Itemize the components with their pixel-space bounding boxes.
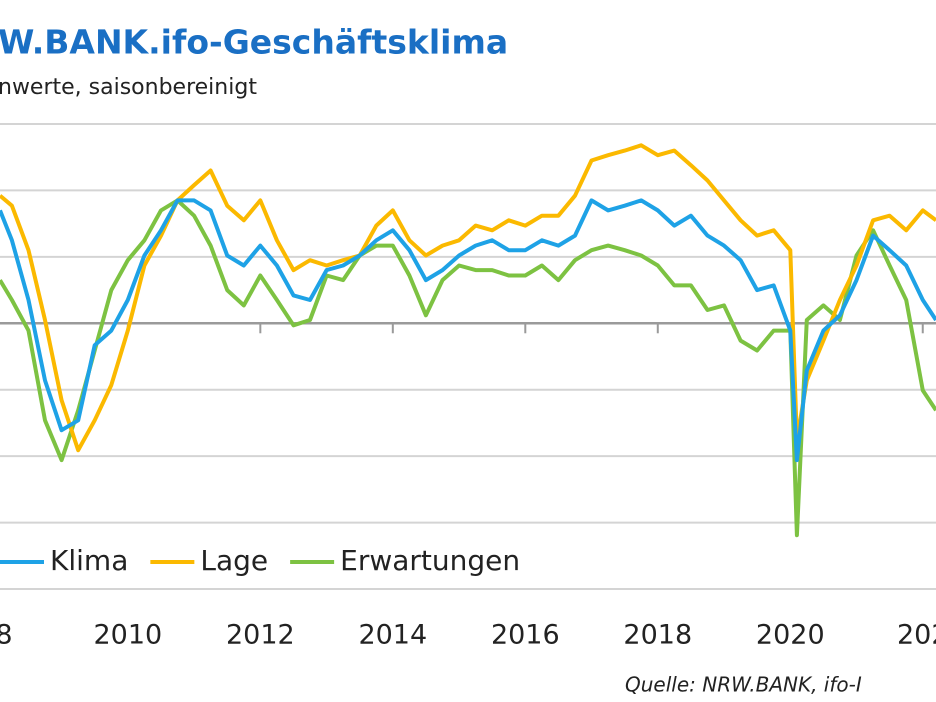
chart-subtitle: nwerte, saisonbereinigt bbox=[0, 75, 257, 100]
series-line bbox=[0, 143, 936, 453]
x-tick-label: 2020 bbox=[756, 620, 825, 651]
x-tick-label: 2010 bbox=[93, 620, 162, 651]
chart-title: W.BANK.ifo-Geschäftsklima bbox=[0, 23, 508, 62]
series-line bbox=[0, 198, 936, 463]
x-tick-label: 2016 bbox=[491, 620, 560, 651]
legend-label: Erwartungen bbox=[340, 544, 520, 577]
x-tick-label: 202 bbox=[897, 620, 936, 651]
x-tick-label: 08 bbox=[0, 620, 13, 651]
x-tick-label: 2012 bbox=[226, 620, 295, 651]
source-note: Quelle: NRW.BANK, ifo-I bbox=[625, 673, 862, 697]
legend-label: Lage bbox=[200, 544, 268, 577]
x-tick-label: 2018 bbox=[623, 620, 692, 651]
x-tick-label: 2014 bbox=[358, 620, 427, 651]
legend-label: Klima bbox=[50, 544, 128, 577]
